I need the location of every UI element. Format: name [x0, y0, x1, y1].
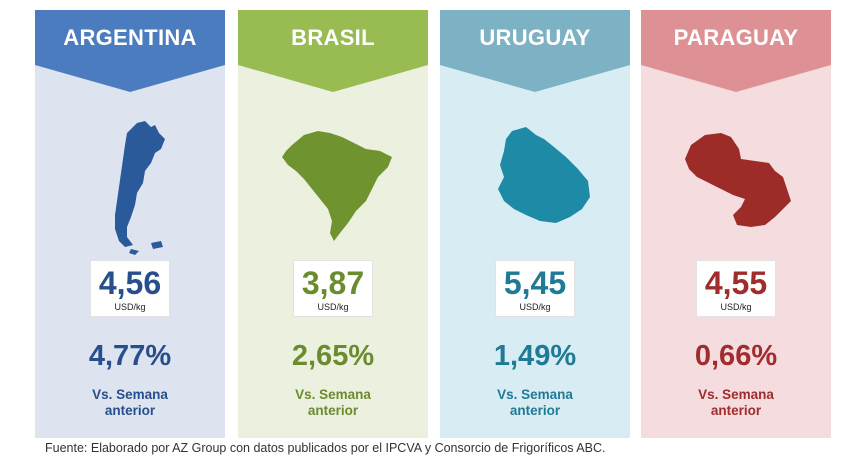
card-paraguay: PARAGUAY 4,55 USD/kg 0,66% Vs. Semana an…: [641, 10, 831, 438]
country-name: BRASIL: [291, 25, 375, 50]
price-unit: USD/kg: [519, 302, 551, 312]
brasil-map-icon: [268, 105, 398, 255]
card-uruguay: URUGUAY 5,45 USD/kg 1,49% Vs. Semana ant…: [440, 10, 630, 438]
comparison-line-2: anterior: [710, 403, 762, 418]
comparison-label: Vs. Semana anterior: [641, 387, 831, 419]
price-box: 4,56 USD/kg: [90, 260, 170, 317]
country-name: ARGENTINA: [63, 25, 197, 50]
price-box: 4,55 USD/kg: [696, 260, 776, 317]
change-percent: 0,66%: [694, 340, 778, 372]
country-banner: ARGENTINA: [35, 10, 225, 92]
price-value: 4,56: [98, 265, 162, 301]
comparison-line-1: Vs. Semana: [295, 387, 371, 402]
change-percent: 4,77%: [88, 340, 172, 372]
country-name: PARAGUAY: [673, 25, 799, 50]
change-percent: 2,65%: [291, 340, 375, 372]
comparison-line-2: anterior: [509, 403, 561, 418]
comparison-line-2: anterior: [104, 403, 156, 418]
comparison-label: Vs. Semana anterior: [238, 387, 428, 419]
comparison-line-1: Vs. Semana: [497, 387, 573, 402]
price-box: 5,45 USD/kg: [495, 260, 575, 317]
card-brasil: BRASIL 3,87 USD/kg 2,65% Vs. Semana ante…: [238, 10, 428, 438]
comparison-line-1: Vs. Semana: [92, 387, 168, 402]
country-banner: PARAGUAY: [641, 10, 831, 92]
country-banner: BRASIL: [238, 10, 428, 92]
price-value: 4,55: [704, 265, 768, 301]
price-value: 3,87: [301, 265, 365, 301]
comparison-label: Vs. Semana anterior: [35, 387, 225, 419]
change-percent: 1,49%: [493, 340, 577, 372]
comparison-label: Vs. Semana anterior: [440, 387, 630, 419]
price-box: 3,87 USD/kg: [293, 260, 373, 317]
comparison-line-1: Vs. Semana: [698, 387, 774, 402]
comparison-line-2: anterior: [307, 403, 359, 418]
price-unit: USD/kg: [114, 302, 146, 312]
country-name: URUGUAY: [479, 25, 591, 50]
price-unit: USD/kg: [317, 302, 349, 312]
source-note: Fuente: Elaborado por AZ Group con datos…: [45, 441, 606, 455]
uruguay-map-icon: [470, 105, 600, 255]
argentina-map-icon: [65, 105, 195, 255]
paraguay-map-icon: [671, 105, 801, 255]
price-value: 5,45: [503, 265, 567, 301]
country-banner: URUGUAY: [440, 10, 630, 92]
price-unit: USD/kg: [720, 302, 752, 312]
card-argentina: ARGENTINA 4,56 USD/kg 4,77% Vs. Semana a…: [35, 10, 225, 438]
